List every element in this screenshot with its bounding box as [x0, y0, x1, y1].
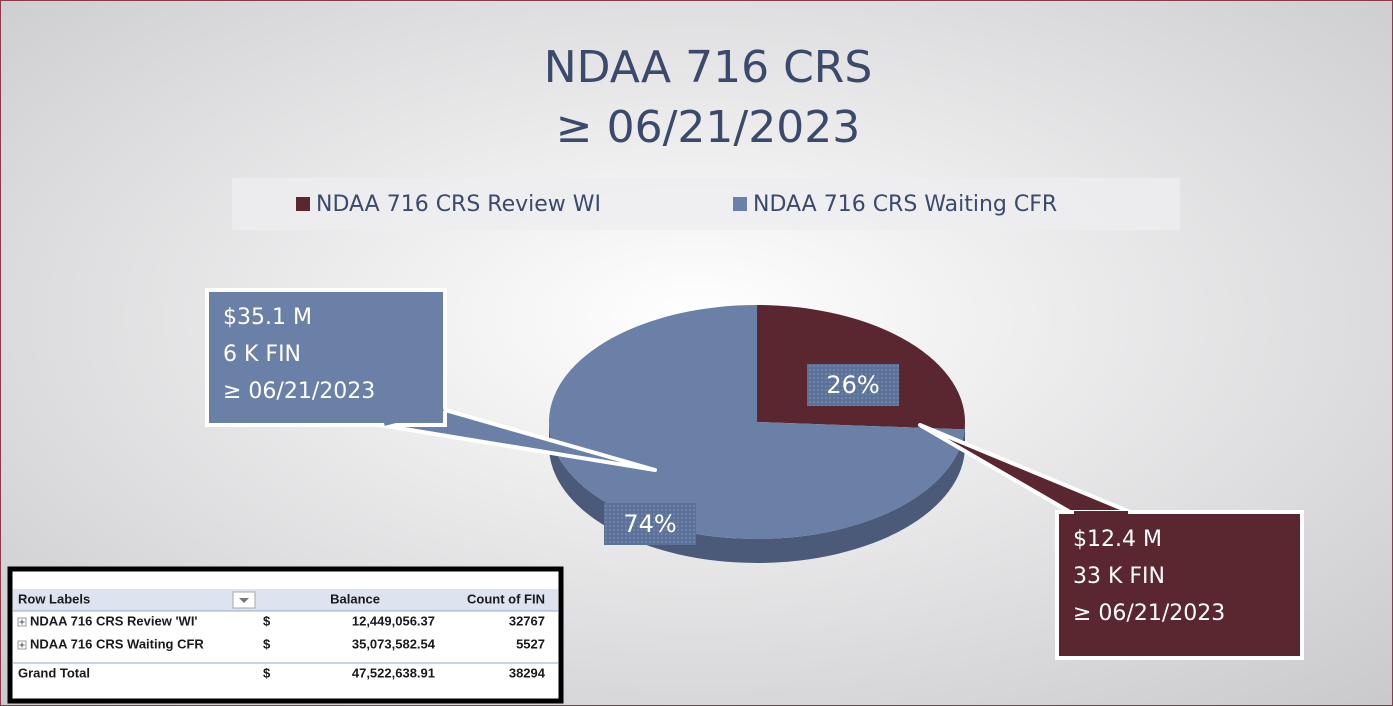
callout-text: 6 K FIN: [223, 342, 301, 367]
expand-plus: [19, 619, 25, 625]
callout-text: 33 K FIN: [1073, 564, 1165, 589]
legend-label: NDAA 716 CRS Review WI: [316, 192, 601, 217]
callout-text: $12.4 M: [1073, 527, 1162, 552]
table: Row Labels Balance Count of FIN NDAA 716 CR…: [7, 566, 564, 704]
table-cell: $: [263, 636, 271, 651]
callout-text: ≥ 06/21/2023: [223, 379, 375, 404]
table-cell: 38294: [509, 665, 546, 680]
pie-slice: [549, 305, 965, 540]
legend-swatch: [733, 197, 747, 211]
filter-arrow: [239, 598, 249, 603]
table-cell: NDAA 716 CRS Waiting CFR: [30, 636, 204, 651]
callout-seam: [383, 405, 444, 426]
table-cell: $: [263, 665, 271, 680]
data-label-box: [604, 503, 696, 545]
pie: 26% 74%: [549, 305, 965, 563]
table-header: Balance: [330, 591, 380, 606]
table-cell: 47,522,638.91: [352, 665, 435, 680]
data-label: 74%: [623, 510, 676, 538]
table-cell: 12,449,056.37: [352, 613, 435, 628]
data-label-box: [807, 364, 899, 406]
table-cell: 35,073,582.54: [352, 636, 436, 651]
table-header: Row Labels: [18, 591, 90, 606]
annotations: $12.4 M 33 K FIN ≥ 06/21/2023 $35.1 M 6 K FI…: [205, 288, 1304, 660]
table-cell: Grand Total: [18, 665, 90, 680]
table-cell: $: [263, 613, 271, 628]
table-cell: NDAA 716 CRS Review 'WI': [30, 613, 198, 628]
table-header: Count of FIN: [467, 591, 545, 606]
legend-swatch: [296, 197, 310, 211]
expand-plus: [19, 642, 25, 648]
legend-label: NDAA 716 CRS Waiting CFR: [753, 192, 1057, 217]
table-cell: 5527: [516, 636, 545, 651]
callout-box: [205, 288, 447, 427]
table-header-bg: [13, 589, 558, 611]
callout-text: ≥ 06/21/2023: [1073, 601, 1225, 626]
chart-subtitle: ≥ 06/21/2023: [556, 102, 860, 153]
callout-text: $35.1 M: [223, 305, 312, 330]
legend-box: [232, 178, 1180, 230]
callout-box: [1055, 510, 1304, 660]
table-frame: [7, 566, 564, 704]
chart-title: NDAA 716 CRS: [544, 42, 873, 93]
data-label: 26%: [826, 371, 879, 399]
table-cell: 32767: [509, 613, 545, 628]
